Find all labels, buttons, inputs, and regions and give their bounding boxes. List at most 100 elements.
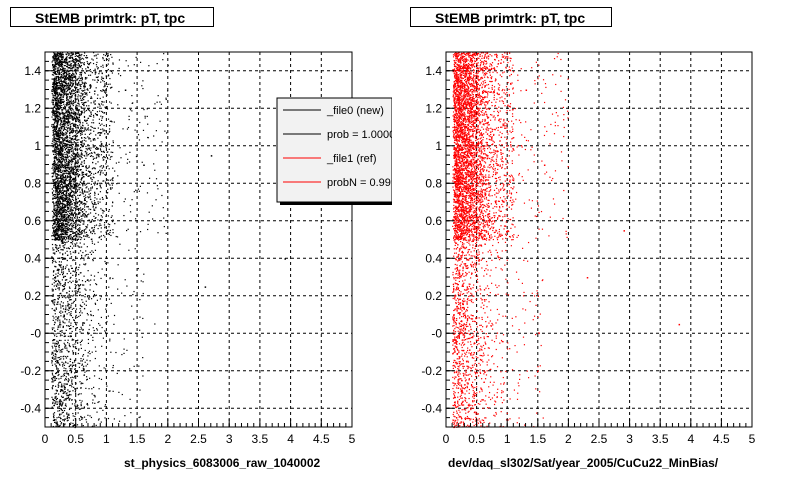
scatter-point (71, 128, 74, 130)
scatter-point (56, 96, 58, 98)
scatter-point (72, 178, 74, 180)
scatter-point (92, 138, 94, 140)
scatter-point (55, 401, 57, 403)
scatter-point (67, 166, 69, 168)
scatter-point (74, 92, 77, 94)
scatter-point (59, 54, 61, 56)
scatter-point (52, 347, 54, 349)
scatter-point (101, 219, 103, 221)
scatter-point (107, 53, 109, 55)
scatter-point (64, 108, 66, 110)
scatter-point (74, 55, 76, 57)
scatter-point (64, 68, 66, 70)
scatter-point (74, 119, 77, 122)
scatter-point (56, 134, 58, 136)
scatter-point (99, 218, 102, 221)
scatter-point (60, 121, 62, 123)
scatter-point (78, 119, 81, 122)
scatter-point (75, 187, 77, 189)
scatter-point (80, 99, 82, 101)
scatter-point (69, 193, 71, 195)
scatter-point (51, 381, 53, 383)
scatter-point (93, 375, 96, 377)
scatter-point (79, 65, 81, 68)
scatter-point (71, 399, 73, 401)
scatter-point (55, 156, 58, 159)
scatter-point (57, 98, 59, 100)
scatter-point (57, 341, 59, 343)
scatter-point (69, 390, 71, 392)
scatter-point (80, 163, 82, 165)
scatter-point (83, 87, 85, 89)
scatter-point (87, 136, 89, 138)
scatter-point (76, 153, 78, 156)
scatter-point (66, 78, 68, 80)
scatter-point (62, 173, 64, 175)
scatter-point (54, 230, 56, 233)
scatter-point (78, 234, 81, 236)
scatter-point (75, 98, 77, 101)
scatter-point (99, 172, 102, 174)
scatter-point (59, 196, 62, 198)
scatter-point (104, 236, 106, 238)
scatter-point (58, 64, 60, 66)
scatter-point (51, 387, 53, 389)
scatter-point (82, 90, 84, 92)
scatter-point (63, 120, 65, 122)
scatter-point (87, 234, 89, 237)
scatter-point (62, 175, 64, 177)
scatter-point (87, 197, 90, 199)
scatter-point (84, 91, 86, 94)
scatter-point (101, 345, 103, 347)
scatter-point (58, 148, 60, 150)
scatter-point (96, 57, 98, 59)
scatter-point (109, 83, 111, 85)
scatter-point (57, 100, 59, 103)
scatter-point (70, 180, 72, 183)
scatter-point (57, 95, 59, 97)
scatter-point (66, 56, 68, 58)
scatter-point (72, 116, 74, 118)
scatter-point (99, 166, 101, 168)
scatter-point (75, 324, 78, 326)
scatter-point (58, 101, 60, 103)
scatter-point (67, 98, 69, 101)
scatter-point (87, 175, 89, 177)
scatter-point (80, 169, 82, 171)
scatter-point (64, 229, 66, 231)
scatter-point (53, 229, 55, 231)
scatter-point (71, 158, 73, 160)
scatter-point (55, 94, 57, 96)
scatter-point (56, 233, 58, 235)
scatter-point (54, 342, 56, 344)
scatter-point (69, 126, 71, 128)
scatter-point (57, 148, 59, 150)
scatter-point (61, 132, 63, 134)
scatter-point (96, 114, 98, 116)
scatter-point (67, 215, 70, 218)
scatter-point (76, 136, 78, 138)
scatter-point (71, 167, 73, 169)
scatter-point (65, 133, 67, 135)
scatter-point (105, 215, 107, 217)
scatter-point (63, 156, 65, 158)
scatter-point (62, 199, 64, 202)
scatter-point (100, 115, 102, 117)
scatter-point (79, 228, 81, 230)
scatter-point (63, 107, 65, 109)
scatter-point (59, 68, 61, 70)
scatter-point (60, 80, 63, 83)
scatter-point (52, 98, 54, 100)
scatter-point (72, 199, 75, 202)
scatter-point (57, 181, 59, 183)
scatter-point (59, 381, 62, 383)
scatter-point (74, 153, 76, 155)
scatter-point (79, 57, 81, 59)
scatter-point (54, 100, 56, 102)
scatter-point (53, 282, 55, 284)
scatter-point (60, 99, 62, 102)
scatter-point (79, 408, 82, 410)
scatter-point (63, 146, 65, 149)
scatter-point (58, 167, 60, 169)
scatter-point (71, 162, 73, 164)
